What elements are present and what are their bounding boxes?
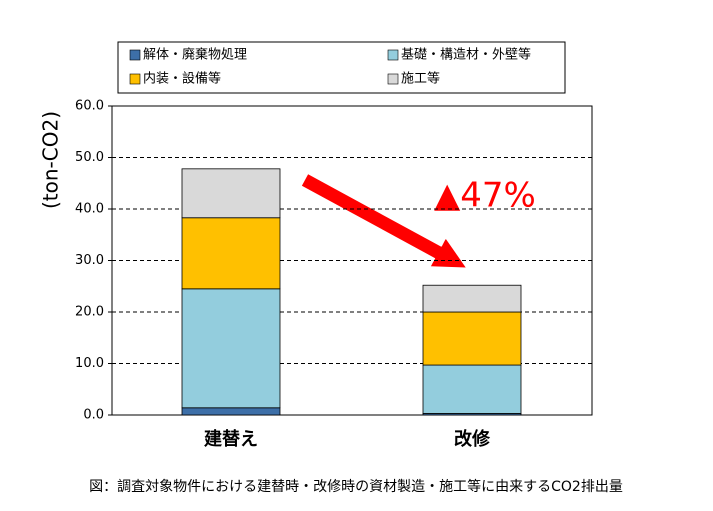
y-tick-label: 60.0 [75, 99, 104, 114]
decrease-arrow [301, 174, 466, 268]
legend-label: 施工等 [401, 71, 440, 87]
y-tick-label: 30.0 [75, 253, 104, 268]
legend-box [117, 41, 566, 94]
bar-segment [422, 311, 522, 366]
bar-segment [181, 407, 281, 416]
x-tick-label: 建替え [204, 428, 258, 450]
y-axis-label: (ton-CO2) [39, 111, 63, 209]
y-tick-label: 20.0 [75, 305, 104, 320]
caption: 図：調査対象物件における建替時・改修時の資材製造・施工等に由来するCO2排出量 [89, 478, 623, 495]
legend-label: 内装・設備等 [143, 71, 221, 87]
y-tick-label: 50.0 [75, 150, 104, 165]
bar-segment [181, 288, 281, 409]
legend-swatch [387, 49, 399, 61]
y-tick-label: 40.0 [75, 202, 104, 217]
legend-label: 基礎・構造材・外壁等 [401, 47, 531, 63]
bar-segment [181, 217, 281, 290]
legend-swatch [129, 73, 141, 85]
legend-swatch [129, 49, 141, 61]
bar-segment [181, 168, 281, 219]
plot-border [111, 105, 593, 416]
bar-segment [422, 284, 522, 313]
legend-label: 解体・廃棄物処理 [143, 47, 247, 63]
legend-swatch [387, 73, 399, 85]
x-tick-label: 改修 [454, 428, 491, 450]
y-tick-label: 10.0 [75, 356, 104, 371]
y-tick-label: 0.0 [83, 408, 104, 423]
bar-segment [422, 364, 522, 414]
